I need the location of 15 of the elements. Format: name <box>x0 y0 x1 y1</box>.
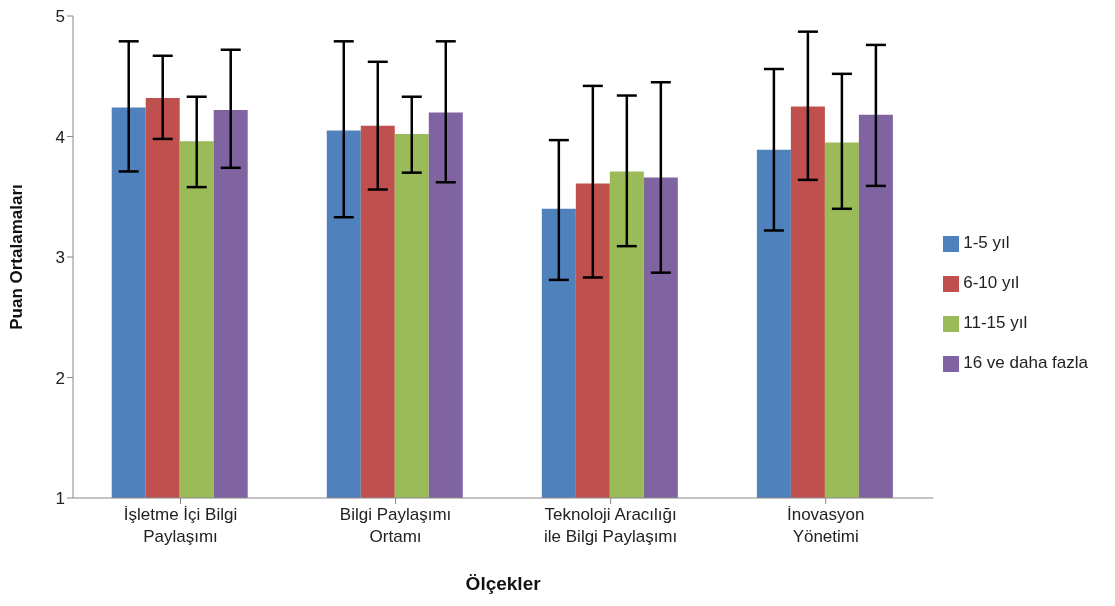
x-tick-label: Bilgi Paylaşımı Ortamı <box>339 505 452 546</box>
legend-label: 1-5 yıl <box>963 233 1010 252</box>
y-tick-label: 5 <box>55 7 65 27</box>
y-axis-title: Puan Ortalamaları <box>7 184 27 330</box>
y-tick-label: 3 <box>55 248 65 268</box>
x-tick-label: İnovasyon Yönetimi <box>786 505 865 546</box>
legend-label: 11-15 yıl <box>963 313 1028 332</box>
x-axis-title: Ölçekler <box>465 573 542 594</box>
x-tick-label: Teknoloji Aracılığı ile Bilgi Paylaşımı <box>544 505 678 546</box>
y-tick-label: 1 <box>55 489 65 509</box>
legend-label: 6-10 yıl <box>963 273 1019 292</box>
x-tick-label: İşletme İçi Bilgi Paylaşımı <box>123 505 238 546</box>
legend-label: 16 ve daha fazla <box>963 353 1088 372</box>
y-tick-label: 4 <box>55 127 65 147</box>
y-tick-label: 2 <box>55 368 65 388</box>
